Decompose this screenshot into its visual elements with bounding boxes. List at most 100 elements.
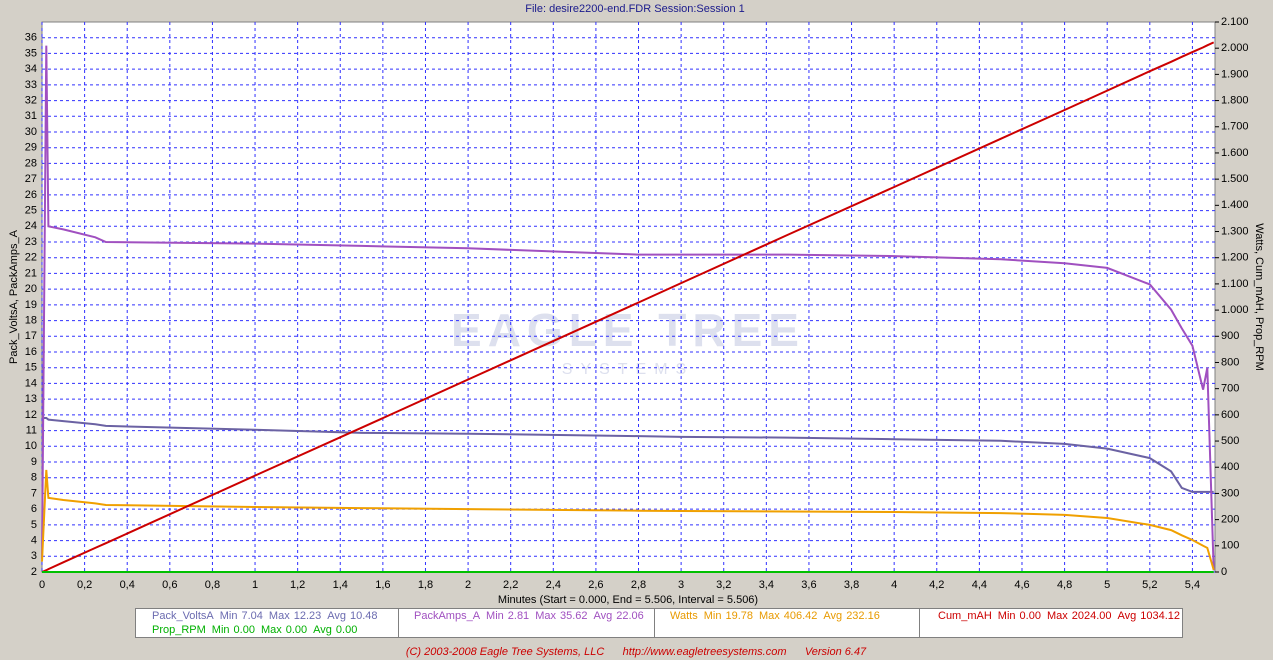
y-tick-label: 34 [25, 63, 37, 75]
x-tick-label: 3,8 [844, 579, 859, 591]
y-tick-label: 22 [25, 252, 37, 264]
y-tick-label: 10 [25, 440, 37, 452]
y-tick-label: 31 [25, 110, 37, 122]
legend-entry: Pack_VoltsA Min 7.04 Max 12.23 Avg 10.48 [152, 609, 384, 624]
stat-label: Max [260, 624, 282, 636]
x-axis-label: Minutes (Start = 0.000, End = 5.506, Int… [498, 594, 758, 606]
series-line [41, 45, 1215, 571]
y-tick-label: 21 [25, 267, 37, 279]
y-tick-label: 12 [25, 409, 37, 421]
x-tick-label: 1,8 [418, 579, 433, 591]
y-tick-label: 2 [31, 566, 37, 578]
legend-entry: Prop_RPM Min 0.00 Max 0.00 Avg 0.00 [152, 623, 363, 638]
series-line [42, 417, 1214, 493]
x-tick-label: 4,8 [1057, 579, 1072, 591]
y2-tick-label: 200 [1221, 514, 1239, 526]
stat-value: 10.48 [350, 610, 378, 622]
y-tick-label: 26 [25, 189, 37, 201]
stat-value: 0.00 [233, 624, 255, 636]
y2-axis-label: Watts, Cum_mAH, Prop_RPM [1253, 223, 1265, 371]
legend-name: Watts [670, 610, 698, 622]
y2-tick-label: 1.200 [1221, 252, 1249, 264]
legend-name: Cum_mAH [938, 610, 992, 622]
legend-entry: Cum_mAH Min 0.00 Max 2024.00 Avg 1034.12 [938, 609, 1186, 624]
legend-separator [919, 609, 920, 637]
y-tick-label: 14 [25, 377, 37, 389]
watermark: SYSTEMS [562, 361, 694, 378]
y2-tick-label: 500 [1221, 435, 1239, 447]
legend-name: Pack_VoltsA [152, 610, 214, 622]
y-tick-label: 35 [25, 47, 37, 59]
y-tick-label: 7 [31, 487, 37, 499]
stat-label: Avg [327, 610, 346, 622]
stat-value: 2.81 [507, 610, 530, 622]
x-tick-label: 2,8 [631, 579, 646, 591]
x-tick-label: 1,4 [333, 579, 348, 591]
stat-value: 12.23 [293, 610, 322, 622]
y2-tick-label: 1.100 [1221, 278, 1249, 290]
stat-label: Max [268, 610, 290, 622]
y-tick-label: 20 [25, 283, 37, 295]
y-tick-label: 33 [25, 79, 37, 91]
stat-label: Max [758, 610, 780, 622]
y-tick-label: 11 [26, 424, 37, 436]
stat-value: 0.00 [1019, 610, 1041, 622]
y2-tick-label: 1.500 [1221, 173, 1249, 185]
stat-value: 2024.00 [1071, 610, 1112, 622]
legend-separator [398, 609, 399, 637]
chart-title: File: desire2200-end.FDR Session:Session… [525, 3, 745, 15]
x-tick-label: 4,6 [1014, 579, 1029, 591]
x-tick-label: 0 [39, 579, 45, 591]
stat-label: Min [486, 610, 504, 622]
x-tick-label: 5,2 [1142, 579, 1157, 591]
x-tick-label: 5,4 [1185, 579, 1200, 591]
y2-tick-label: 1.600 [1221, 147, 1249, 159]
legend: Pack_VoltsA Min 7.04 Max 12.23 Avg 10.48 PackAm… [135, 608, 1183, 638]
x-tick-label: 4,2 [929, 579, 944, 591]
y-tick-label: 3 [31, 550, 37, 562]
y2-tick-label: 0 [1221, 566, 1227, 578]
x-tick-label: 1,2 [290, 579, 305, 591]
series-line [41, 469, 1215, 571]
y-tick-label: 13 [25, 393, 37, 405]
stat-value: 35.62 [559, 610, 588, 622]
y-tick-label: 25 [25, 204, 37, 216]
plot-area [41, 21, 1216, 573]
stat-label: Avg [823, 610, 843, 622]
x-tick-label: 2,2 [503, 579, 518, 591]
stat-label: Avg [593, 610, 613, 622]
y-tick-label: 27 [25, 173, 37, 185]
x-tick-label: 3 [678, 579, 684, 591]
y2-tick-label: 1.700 [1221, 121, 1249, 133]
y-tick-label: 36 [25, 32, 37, 44]
y2-tick-label: 400 [1221, 461, 1239, 473]
y2-tick-label: 1.300 [1221, 225, 1249, 237]
y2-tick-label: 1.000 [1221, 304, 1249, 316]
y-tick-label: 18 [25, 314, 37, 326]
x-tick-label: 0,2 [77, 579, 92, 591]
y-tick-label: 16 [25, 346, 37, 358]
stat-value: 406.42 [783, 610, 818, 622]
x-tick-label: 4 [891, 579, 897, 591]
y2-tick-label: 100 [1221, 540, 1239, 552]
x-tick-label: 2 [465, 579, 471, 591]
y-tick-label: 24 [25, 220, 37, 232]
legend-entry: Watts Min 19.78 Max 406.42 Avg 232.16 [670, 609, 886, 624]
stat-value: 22.06 [616, 610, 644, 622]
y-tick-label: 4 [31, 534, 37, 546]
x-tick-label: 3,2 [716, 579, 731, 591]
y-tick-label: 9 [31, 456, 37, 468]
legend-name: PackAmps_A [414, 610, 481, 622]
stat-label: Min [997, 610, 1016, 622]
stat-label: Max [1046, 610, 1068, 622]
legend-entry: PackAmps_A Min 2.81 Max 35.62 Avg 22.06 [414, 609, 650, 624]
stat-label: Max [535, 610, 556, 622]
y-tick-label: 28 [25, 157, 37, 169]
stat-label: Min [211, 624, 230, 636]
x-tick-label: 0,4 [120, 579, 135, 591]
y-tick-label: 23 [25, 236, 37, 248]
y2-tick-label: 600 [1221, 409, 1239, 421]
y-tick-label: 15 [25, 362, 37, 374]
y2-tick-label: 1.900 [1221, 68, 1249, 80]
